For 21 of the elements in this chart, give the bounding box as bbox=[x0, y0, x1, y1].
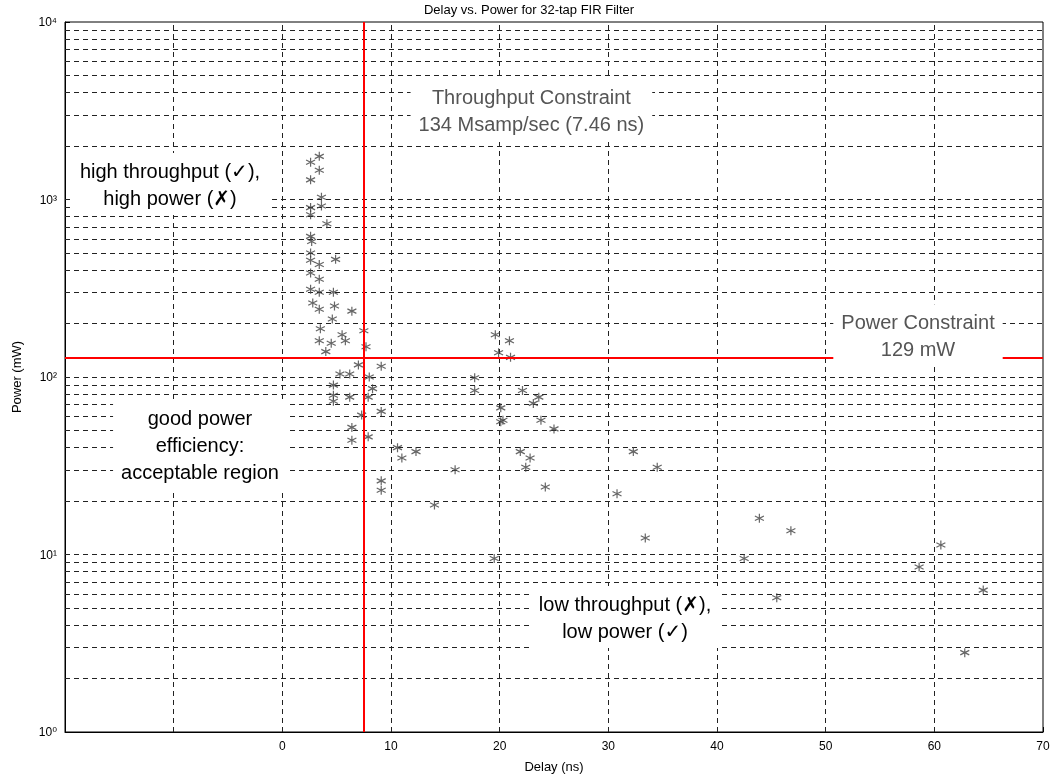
x-tick-label: 70 bbox=[1036, 739, 1050, 753]
y-tick-label: 10¹ bbox=[39, 547, 57, 562]
text: high throughput (✓), high power (✗) bbox=[79, 159, 261, 209]
y-tick-label: 10³ bbox=[39, 192, 57, 207]
annotation: good power efficiency: acceptable region bbox=[121, 407, 279, 483]
ref-line-label: Power Constraint 129 mW bbox=[841, 310, 996, 360]
x-axis-title: Delay (ns) bbox=[524, 759, 584, 774]
x-tick-label: 0 bbox=[278, 739, 286, 753]
x-tick-label: 40 bbox=[710, 739, 724, 753]
ref-line-label: Throughput Constraint 134 Msamp/sec (7.46 ns) bbox=[418, 85, 645, 135]
x-tick-label: 60 bbox=[927, 739, 942, 753]
y-axis-title: Power (mW) bbox=[9, 340, 24, 414]
y-tick-label: 10⁴ bbox=[38, 15, 57, 29]
x-tick-label: 50 bbox=[818, 739, 833, 753]
x-tick-label: 10 bbox=[384, 739, 398, 753]
chart-title: Delay vs. Power for 32-tap FIR Filter bbox=[423, 2, 635, 17]
text: low throughput (✗), low power (✓) bbox=[538, 592, 712, 642]
y-tick-label: 10⁰ bbox=[38, 725, 58, 739]
x-tick-label: 20 bbox=[492, 739, 507, 753]
y-tick-label: 10² bbox=[39, 370, 57, 384]
x-tick-label: 30 bbox=[601, 739, 616, 753]
